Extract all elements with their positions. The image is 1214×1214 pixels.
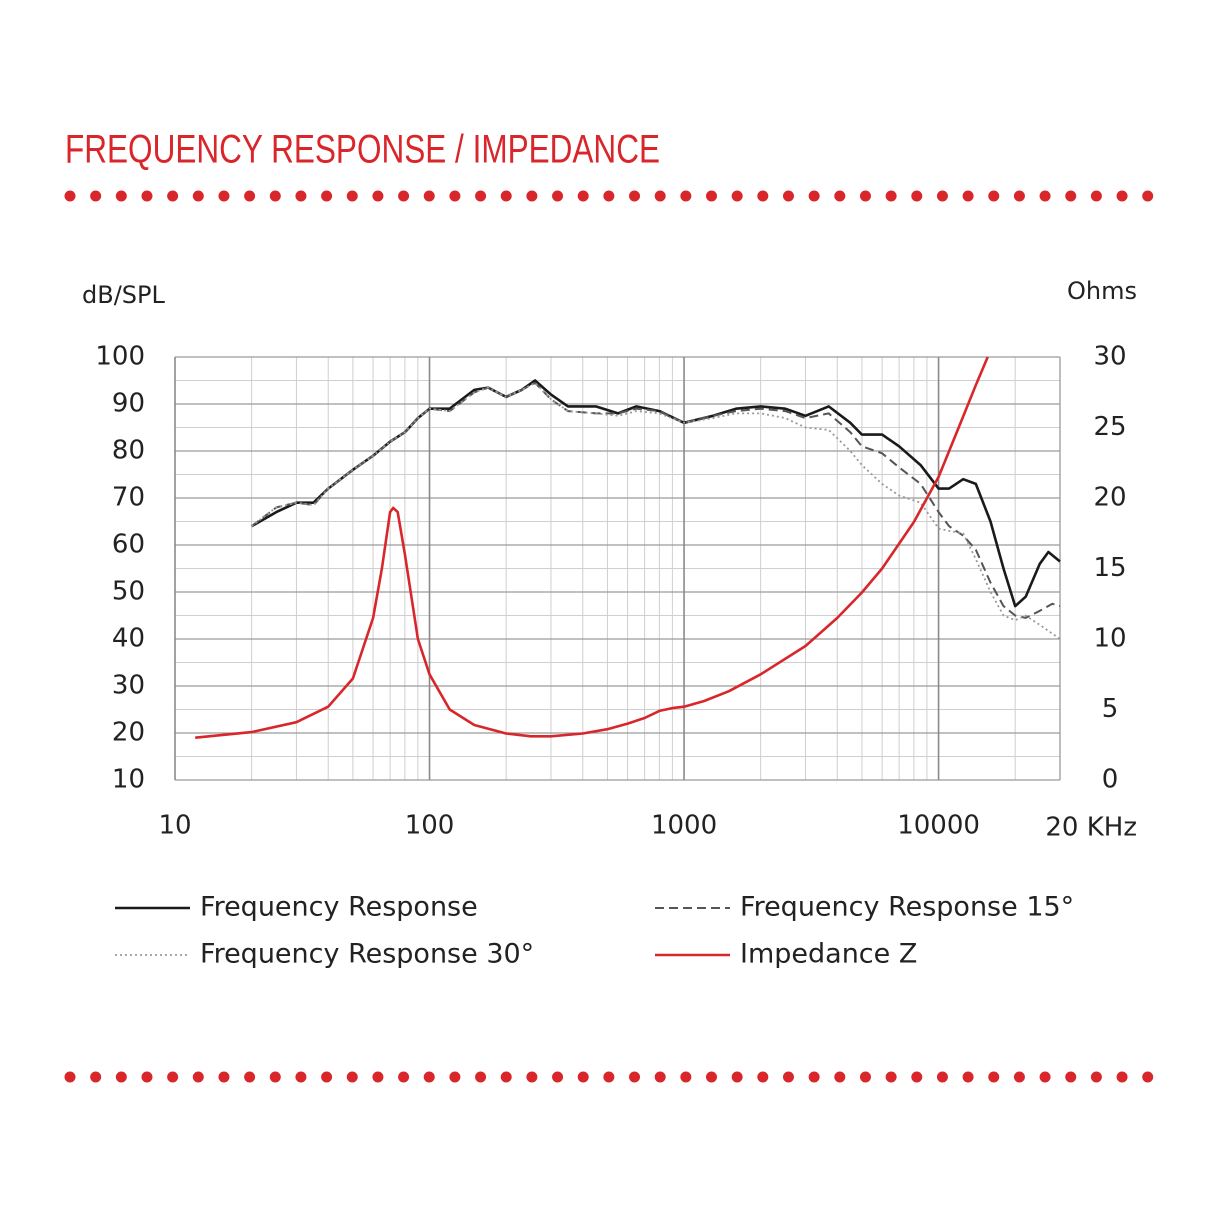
x-tick-label: 1000 — [651, 811, 717, 841]
series-line — [250, 379, 1061, 608]
y2-tick-label: 10 — [1093, 624, 1126, 654]
chart-title: FREQUENCY RESPONSE / IMPEDANCE — [65, 128, 660, 172]
series-line — [251, 382, 1061, 640]
y-tick-label: 60 — [112, 530, 145, 560]
y-tick-label: 30 — [112, 671, 145, 701]
y2-tick-label: 15 — [1093, 553, 1126, 583]
legend-label: Frequency Response 30° — [200, 939, 534, 970]
legend-label: Frequency Response 15° — [740, 892, 1074, 923]
x-tick-label: 10000 — [897, 811, 980, 841]
legend-label: Frequency Response — [200, 892, 478, 923]
x-axis-label: 20 KHz — [1045, 813, 1137, 843]
y2-tick-label: 0 — [1102, 765, 1119, 795]
legend-label: Impedance Z — [740, 939, 917, 970]
y-tick-label: 90 — [112, 389, 145, 419]
y-tick-label: 100 — [95, 342, 145, 372]
y-tick-label: 50 — [112, 577, 145, 607]
x-tick-label: 100 — [405, 811, 455, 841]
y-tick-label: 20 — [112, 718, 145, 748]
y2-tick-label: 30 — [1093, 342, 1126, 372]
y2-tick-label: 25 — [1093, 412, 1126, 442]
y-tick-label: 10 — [112, 765, 145, 795]
series-line — [195, 356, 989, 739]
y2-axis-label: Ohms — [1067, 277, 1137, 305]
x-tick-label: 10 — [158, 811, 191, 841]
y-tick-label: 80 — [112, 436, 145, 466]
y-tick-label: 70 — [112, 483, 145, 513]
y2-tick-label: 5 — [1102, 694, 1119, 724]
series-line — [250, 381, 1061, 619]
y-axis-label: dB/SPL — [82, 281, 165, 309]
y2-tick-label: 20 — [1093, 483, 1126, 513]
y-tick-label: 40 — [112, 624, 145, 654]
